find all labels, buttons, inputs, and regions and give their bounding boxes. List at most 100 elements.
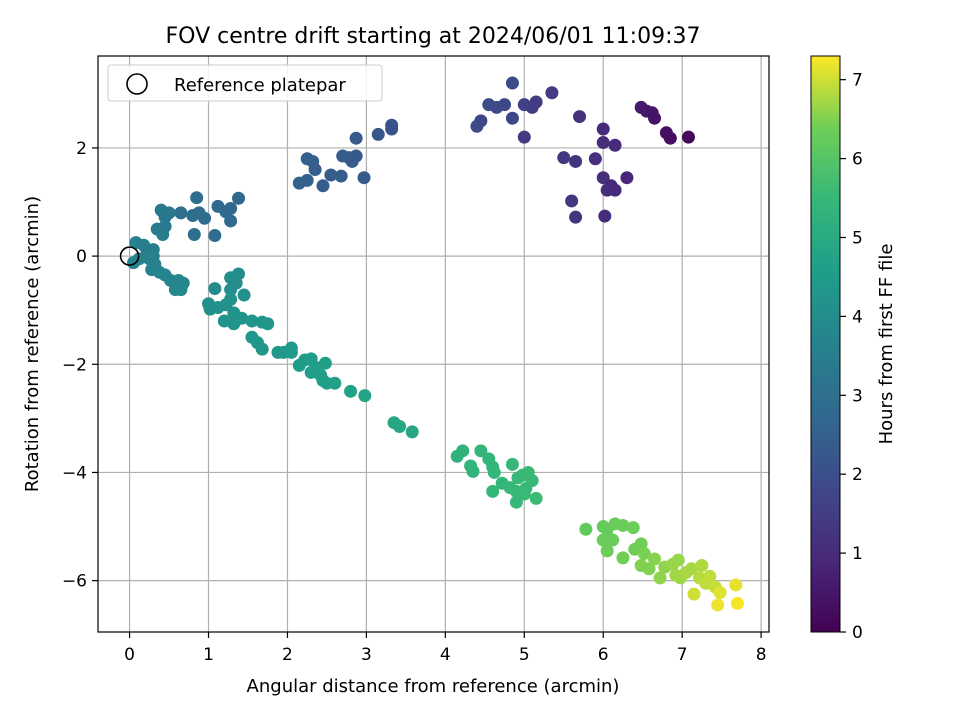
data-point (620, 171, 634, 185)
data-point (198, 211, 212, 225)
colorbar-tick-label: 1 (852, 544, 863, 564)
data-point (255, 342, 269, 356)
data-point (730, 596, 744, 610)
data-point (598, 209, 612, 223)
data-point (174, 283, 188, 297)
legend-reference-label: Reference platepar (174, 75, 346, 96)
x-tick-label: 7 (677, 645, 688, 665)
data-point (245, 314, 259, 328)
data-point (174, 206, 188, 220)
data-point (642, 562, 656, 576)
data-point (565, 194, 579, 208)
chart-title: FOV centre drift starting at 2024/06/01 … (166, 24, 701, 49)
data-point (334, 169, 348, 183)
data-point (545, 86, 559, 100)
data-point (505, 111, 519, 125)
data-point (608, 183, 622, 197)
y-axis-label: Rotation from reference (arcmin) (22, 196, 43, 492)
data-point (344, 384, 358, 398)
data-point (505, 76, 519, 90)
data-point (703, 569, 717, 583)
scatter-points (127, 76, 744, 612)
y-axis-ticks: 2 0 −2 −4 −6 (62, 139, 98, 592)
data-point (237, 288, 251, 302)
plot-frame (97, 55, 770, 633)
x-tick-label: 8 (756, 645, 767, 665)
colorbar-tick-label: 7 (852, 71, 863, 91)
colorbar-label: Hours from first FF file (876, 244, 897, 445)
data-point (190, 191, 204, 205)
data-point (232, 191, 246, 205)
reference-marker (119, 246, 140, 266)
data-point (498, 98, 512, 112)
x-tick-label: 6 (598, 645, 609, 665)
x-tick-label: 3 (361, 645, 372, 665)
legend: Reference platepar (107, 64, 383, 102)
y-tick-label: −4 (62, 463, 87, 483)
x-tick-label: 4 (440, 645, 451, 665)
data-point (529, 491, 543, 505)
data-point (224, 283, 238, 297)
data-point (663, 131, 677, 145)
data-point (318, 356, 332, 370)
data-point (235, 311, 249, 325)
data-point (300, 173, 314, 187)
data-point (648, 552, 662, 566)
data-point (637, 547, 651, 561)
x-axis-ticks: 0 1 2 3 4 5 6 7 8 (124, 632, 767, 665)
data-point (596, 122, 610, 136)
data-point (711, 598, 725, 612)
legend-box (107, 64, 383, 102)
data-point (573, 110, 587, 124)
data-point (509, 495, 523, 509)
data-point (371, 127, 385, 141)
data-point (470, 119, 484, 133)
colorbar-tick-label: 4 (852, 307, 863, 327)
data-point (405, 425, 419, 439)
data-point (517, 130, 531, 144)
data-point (358, 389, 372, 403)
data-point (600, 544, 614, 558)
data-point (284, 345, 298, 359)
colorbar-tick-label: 2 (852, 465, 863, 485)
data-point (616, 518, 630, 532)
data-point (466, 464, 480, 478)
data-point (208, 229, 222, 243)
data-point (557, 151, 571, 165)
y-tick-label: −6 (62, 572, 87, 592)
data-point (486, 484, 500, 498)
colorbar-tick-label: 6 (852, 150, 863, 170)
data-point (308, 163, 322, 177)
data-point (328, 376, 342, 390)
colorbar-tick-label: 3 (852, 386, 863, 406)
data-point (393, 419, 407, 433)
data-point (224, 202, 238, 216)
data-point (316, 179, 330, 193)
data-point (529, 95, 543, 109)
colorbar-ticks: 0 1 2 3 4 5 6 7 (840, 71, 863, 643)
data-point (626, 521, 640, 535)
data-point (608, 138, 622, 152)
data-point (569, 210, 583, 224)
data-point (579, 522, 593, 536)
x-tick-label: 5 (519, 645, 530, 665)
x-axis-label: Angular distance from reference (arcmin) (247, 676, 620, 697)
data-point (681, 130, 695, 144)
data-point (685, 562, 699, 576)
data-point (224, 292, 238, 306)
data-point (569, 154, 583, 168)
data-point (596, 136, 610, 150)
y-tick-label: −2 (62, 355, 87, 375)
colorbar-tick-label: 5 (852, 228, 863, 248)
colorbar-tick-label: 0 (852, 623, 863, 643)
data-point (671, 553, 685, 567)
data-point (487, 465, 501, 479)
data-point (385, 118, 399, 132)
x-tick-label: 2 (282, 645, 293, 665)
data-point (713, 586, 727, 600)
data-point (588, 152, 602, 166)
legend-reference-marker (126, 73, 148, 95)
data-point (261, 317, 275, 331)
y-tick-label: 0 (76, 247, 87, 267)
